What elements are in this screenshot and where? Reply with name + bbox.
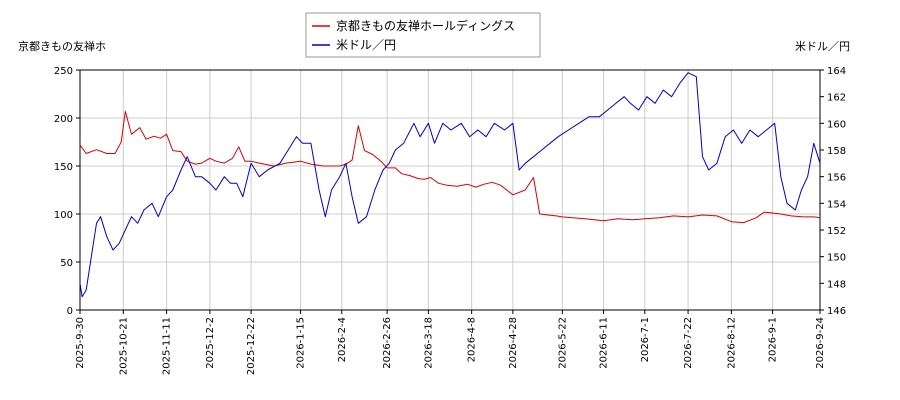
x-tick-label: 2026-5-22: [557, 317, 568, 369]
y-right-tick-label: 146: [827, 306, 846, 317]
x-tick-label: 2026-2-4: [337, 317, 348, 362]
x-tick-label: 2025-12-2: [205, 317, 216, 369]
x-tick-label: 2026-2-26: [382, 317, 393, 369]
y-right-tick-label: 158: [827, 146, 846, 157]
x-tick-label: 2025-12-22: [246, 317, 257, 375]
y-right-tick-label: 154: [827, 199, 846, 210]
x-tick-label: 2026-8-12: [726, 317, 737, 369]
y-left-tick-label: 50: [60, 258, 73, 269]
legend-label-kimono: 京都きもの友禅ホールディングス: [336, 18, 515, 33]
y-right-tick-label: 162: [827, 93, 846, 104]
y-left-tick-label: 250: [54, 66, 73, 77]
axes: 0 50 100 150 200 250 146 148 150 152 154 156 158 160 1…: [54, 66, 846, 375]
y-left-tick-label: 100: [54, 210, 73, 221]
x-tick-label: 2026-1-15: [296, 317, 307, 369]
x-tick-label: 2026-3-18: [423, 317, 434, 369]
x-tick-label: 2026-4-28: [508, 317, 519, 369]
y-right-tick-label: 152: [827, 226, 846, 237]
legend-box: [305, 12, 541, 58]
x-tick-label: 2025-9-30: [75, 317, 86, 369]
x-tick-label: 2026-6-11: [599, 317, 610, 369]
x-tick-label: 2026-9-24: [815, 317, 826, 369]
y-right-tick-label: 148: [827, 279, 846, 290]
x-tick-label: 2026-4-8: [467, 317, 478, 362]
legend: 京都きもの友禅ホールディングス 米ドル／円: [305, 12, 541, 58]
y-right-tick-label: 164: [827, 66, 846, 77]
legend-label-usdjpy: 米ドル／円: [336, 38, 396, 52]
series-layer: [79, 72, 821, 298]
x-tick-label: 2025-11-11: [162, 317, 173, 375]
y-left-tick-label: 0: [67, 306, 73, 317]
plot-frame: [79, 69, 821, 311]
series-line-1: [79, 72, 821, 298]
y-left-axis-title: 京都きもの友禅ホ: [18, 39, 106, 53]
y-left-tick-label: 200: [54, 114, 73, 125]
x-tick-label: 2026-9-1: [768, 317, 779, 362]
y-right-tick-label: 150: [827, 253, 846, 264]
y-right-axis-title: 米ドル／円: [795, 40, 850, 53]
y-left-tick-label: 150: [54, 162, 73, 173]
y-right-tick-label: 160: [827, 119, 846, 130]
x-tick-label: 2026-7-22: [683, 317, 694, 369]
series-line-0: [79, 110, 821, 224]
x-tick-label: 2026-7-1: [640, 317, 651, 362]
x-tick-label: 2025-10-21: [118, 317, 129, 375]
y-right-tick-label: 156: [827, 173, 846, 184]
